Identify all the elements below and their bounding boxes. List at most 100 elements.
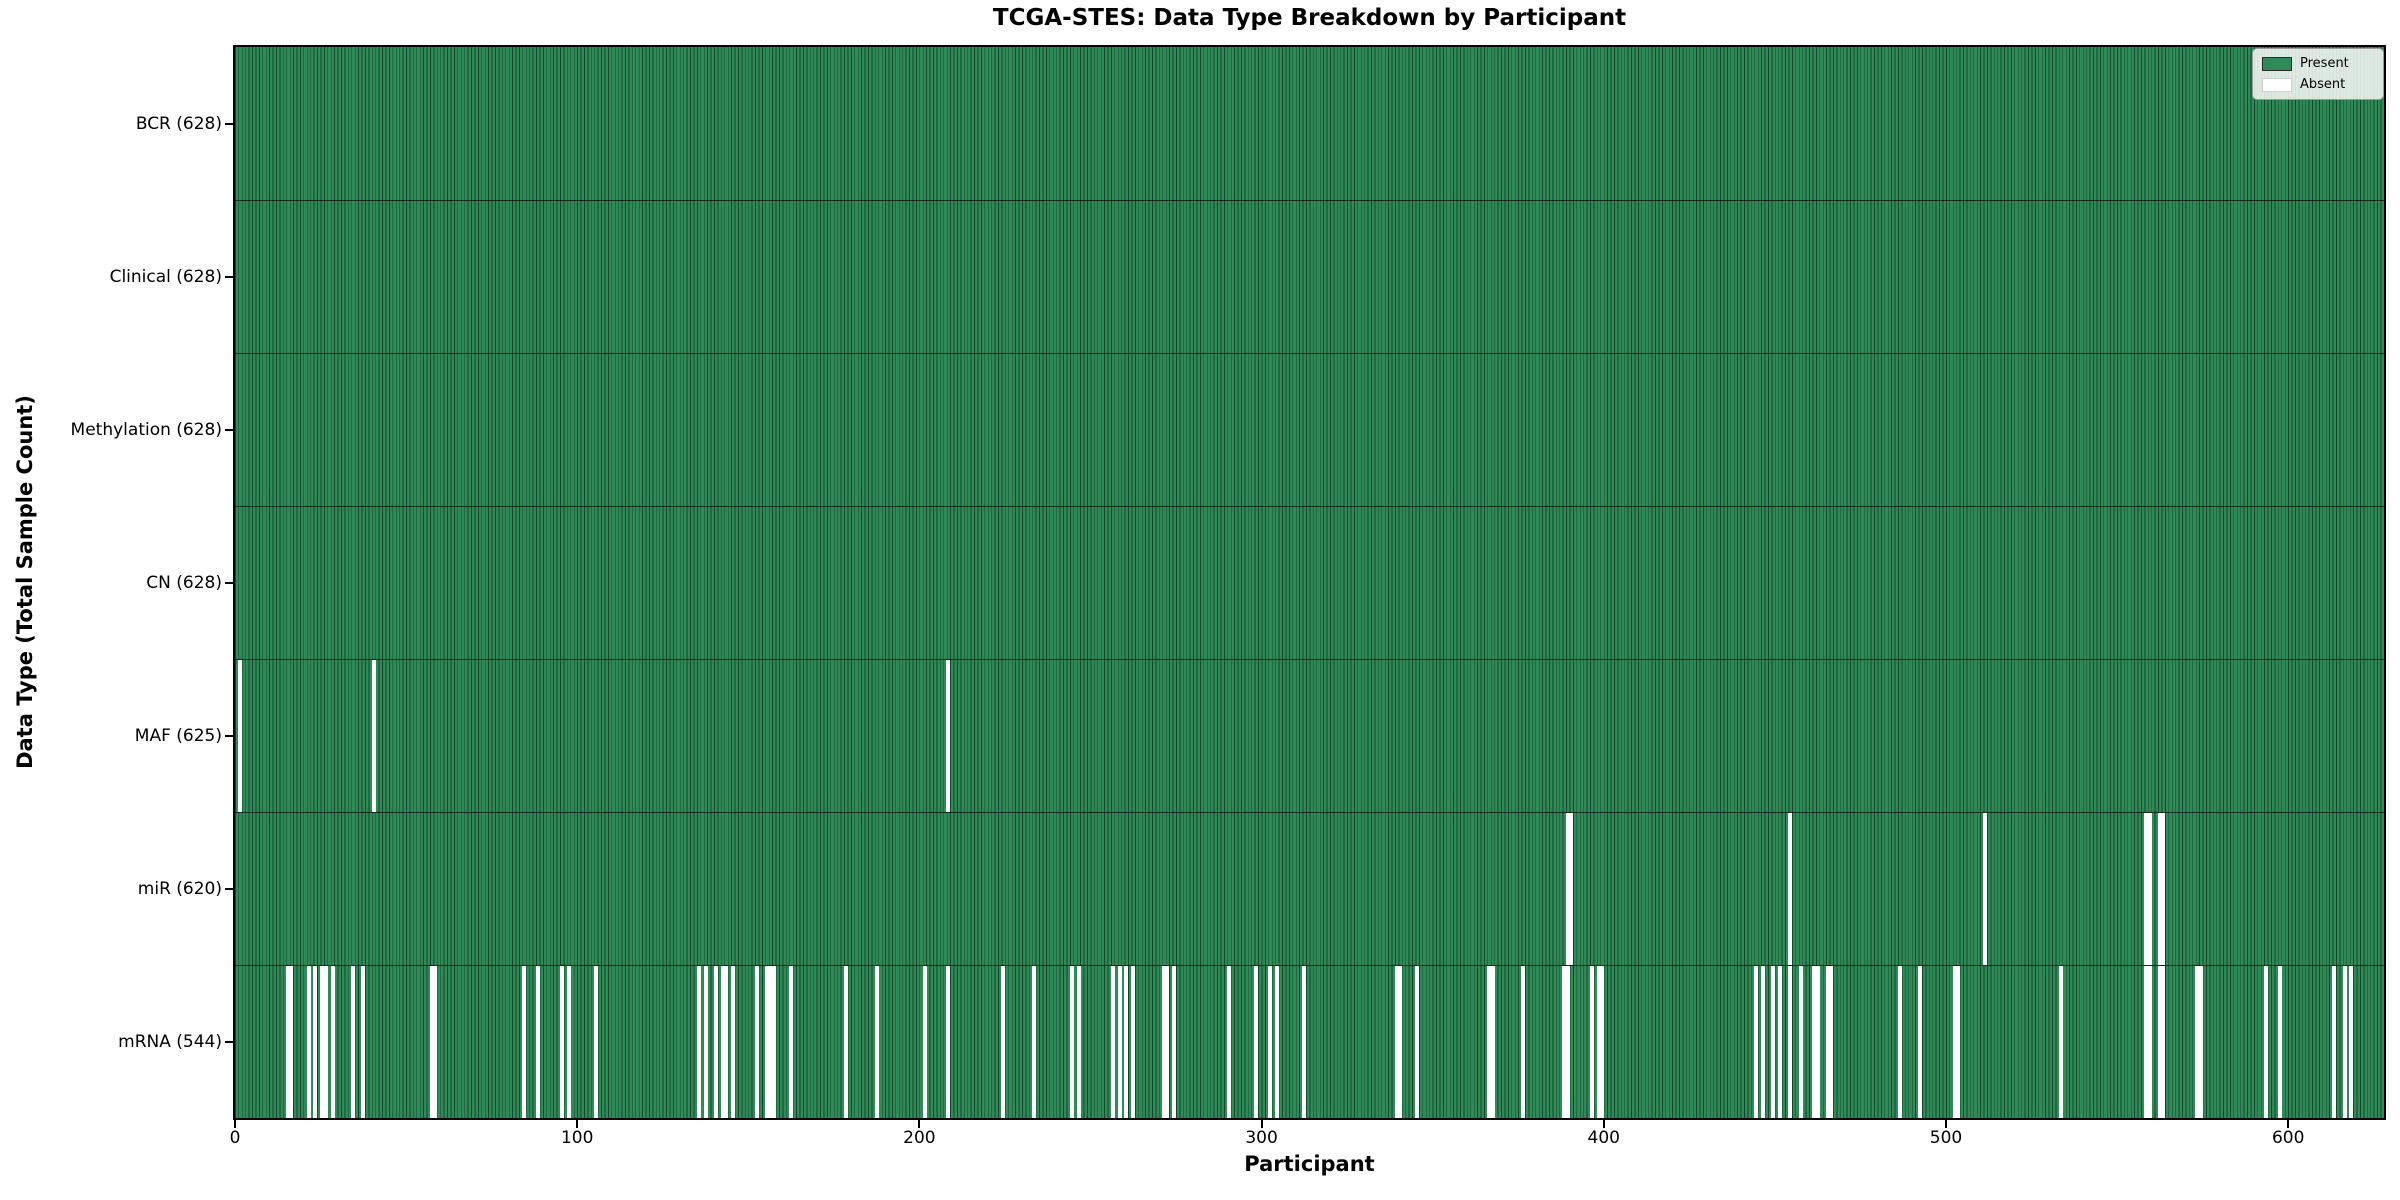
absent-cell <box>1117 966 1122 1118</box>
x-tick-mark <box>918 1120 921 1128</box>
absent-cell <box>730 966 735 1118</box>
x-tick-label-300: 300 <box>1245 1128 1278 1148</box>
absent-cell <box>2157 813 2162 965</box>
absent-cell <box>713 966 718 1118</box>
x-tick-label-200: 200 <box>903 1128 936 1148</box>
absent-cell <box>1172 966 1177 1118</box>
absent-cell <box>1788 813 1793 965</box>
x-axis-label: Participant <box>1244 1152 1375 1176</box>
absent-cell <box>2058 966 2063 1118</box>
absent-cell <box>1565 813 1570 965</box>
x-tick-mark <box>576 1120 579 1128</box>
absent-cell <box>2277 966 2282 1118</box>
absent-cell <box>1032 966 1037 1118</box>
absent-cell <box>320 966 325 1118</box>
y-tick-mark <box>225 887 233 890</box>
absent-cell <box>1521 966 1526 1118</box>
absent-cell <box>1110 966 1115 1118</box>
absent-cell <box>1487 966 1492 1118</box>
data-row-methylation <box>235 353 2384 506</box>
absent-cell <box>1124 966 1129 1118</box>
absent-cell <box>1394 966 1399 1118</box>
absent-cell <box>289 966 294 1118</box>
absent-cell <box>1165 966 1170 1118</box>
absent-cell <box>433 966 438 1118</box>
absent-cell <box>946 966 951 1118</box>
y-tick-label-mrna: mRNA (544) <box>118 1031 222 1052</box>
absent-cell <box>874 966 879 1118</box>
absent-cell <box>1829 966 1834 1118</box>
y-tick-mark <box>225 581 233 584</box>
y-tick-label-clinical: Clinical (628) <box>109 266 222 287</box>
absent-cell <box>2161 813 2166 965</box>
absent-cell <box>2144 813 2149 965</box>
data-row-mir <box>235 812 2384 965</box>
x-tick-mark <box>234 1120 236 1128</box>
legend-label-present: Present <box>2300 56 2349 71</box>
x-tick-label-500: 500 <box>1929 1128 1963 1148</box>
y-tick-mark <box>225 1040 233 1043</box>
data-row-maf <box>235 659 2384 812</box>
absent-cell <box>946 660 951 812</box>
absent-cell <box>522 966 527 1118</box>
absent-cell <box>703 966 708 1118</box>
absent-cell <box>351 966 356 1118</box>
legend-label-absent: Absent <box>2300 77 2346 92</box>
absent-cell <box>429 966 434 1118</box>
absent-cell <box>765 966 770 1118</box>
legend: Present Absent <box>2252 48 2384 100</box>
absent-cell <box>371 660 376 812</box>
absent-cell <box>1771 966 1776 1118</box>
absent-cell <box>361 966 366 1118</box>
absent-cell <box>1955 966 1960 1118</box>
absent-cell <box>1569 813 1574 965</box>
absent-cell <box>2332 966 2337 1118</box>
data-row-cn <box>235 506 2384 659</box>
y-tick-label-maf: MAF (625) <box>134 725 222 746</box>
absent-cell <box>1825 966 1830 1118</box>
y-tick-label-cn: CN (628) <box>146 572 222 593</box>
absent-cell <box>2147 813 2152 965</box>
absent-cell <box>1778 966 1783 1118</box>
absent-cell <box>1952 966 1957 1118</box>
absent-cell <box>1254 966 1259 1118</box>
absent-cell <box>771 966 776 1118</box>
absent-cell <box>1983 813 1988 965</box>
absent-cell <box>323 966 328 1118</box>
absent-cell <box>1069 966 1074 1118</box>
x-tick-label-0: 0 <box>229 1128 241 1148</box>
chart-title: TCGA-STES: Data Type Breakdown by Partic… <box>992 5 1627 31</box>
absent-cell <box>724 966 729 1118</box>
y-tick-mark <box>225 734 233 737</box>
absent-cell <box>286 966 291 1118</box>
x-tick-mark <box>1260 1120 1263 1128</box>
absent-cell <box>696 966 701 1118</box>
absent-cell <box>1131 966 1136 1118</box>
absent-cell <box>1268 966 1273 1118</box>
legend-item-absent: Absent <box>2262 77 2374 92</box>
plot-area <box>233 45 2386 1120</box>
absent-cell <box>1001 966 1006 1118</box>
y-tick-label-methylation: Methylation (628) <box>70 419 222 440</box>
absent-cell <box>1760 966 1765 1118</box>
absent-cell <box>754 966 759 1118</box>
absent-cell <box>1227 966 1232 1118</box>
absent-cell <box>1596 966 1601 1118</box>
absent-cell <box>2263 966 2268 1118</box>
absent-cell <box>1812 966 1817 1118</box>
absent-cell <box>2342 966 2347 1118</box>
absent-cell <box>1562 966 1567 1118</box>
data-row-mrna <box>235 965 2384 1118</box>
absent-cell <box>566 966 571 1118</box>
present-swatch-icon <box>2262 56 2292 71</box>
y-tick-mark <box>225 428 233 431</box>
absent-cell <box>2147 966 2152 1118</box>
absent-cell <box>1076 966 1081 1118</box>
absent-cell <box>768 966 773 1118</box>
absent-cell <box>2349 966 2354 1118</box>
legend-item-present: Present <box>2262 56 2374 71</box>
absent-cell <box>789 966 794 1118</box>
x-tick-label-600: 600 <box>2271 1128 2305 1148</box>
absent-cell <box>1798 966 1803 1118</box>
